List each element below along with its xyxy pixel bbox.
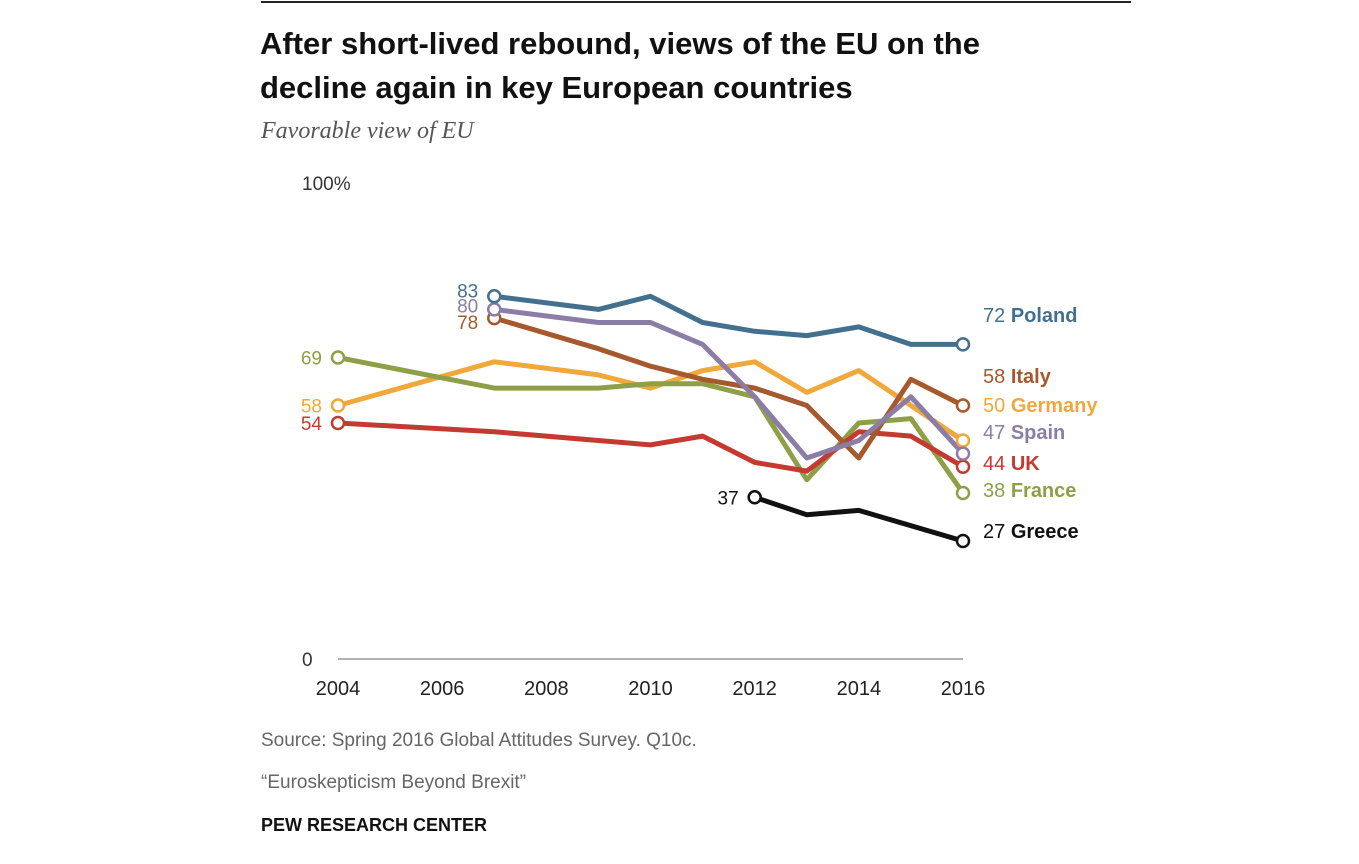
legend-label-france: France [1011, 480, 1077, 502]
end-label-germany: 50 Germany [983, 395, 1098, 417]
end-label-uk: 44 UK [983, 453, 1040, 475]
y-tick-label-0: 0 [302, 650, 313, 671]
x-tick-label: 2010 [628, 678, 673, 700]
series-line-italy [491, 315, 966, 461]
point-marker-greece-start [747, 490, 762, 505]
point-marker-italy-end [955, 398, 971, 413]
point-marker-spain-end [955, 446, 971, 461]
x-tick-label: 2008 [524, 678, 569, 700]
point-marker-germany-start [330, 398, 346, 413]
end-label-greece: 27 Greece [983, 521, 1079, 543]
report-title: “Euroskepticism Beyond Brexit” [261, 772, 527, 793]
legend-label-uk: UK [1011, 453, 1040, 475]
chart-subtitle: Favorable view of EU [261, 118, 474, 144]
series-line-greece [752, 494, 966, 544]
start-value-label-italy: 78 [457, 313, 478, 334]
end-label-france: 38 France [983, 480, 1076, 502]
x-tick-label: 2016 [941, 678, 986, 700]
x-tick-label: 2006 [420, 678, 465, 700]
start-value-label-poland: 83 [457, 281, 478, 302]
x-tick-label: 2004 [316, 678, 361, 700]
end-value-greece: 27 [983, 521, 1011, 543]
end-value-uk: 44 [983, 453, 1011, 475]
start-value-label-uk: 54 [301, 414, 323, 435]
start-value-label-spain: 80 [457, 296, 478, 317]
start-value-label-greece: 37 [718, 488, 739, 509]
point-marker-spain-start [487, 302, 502, 317]
y-tick-label-100: 100% [302, 174, 351, 195]
legend-label-germany: Germany [1011, 395, 1099, 417]
point-marker-germany-end [955, 433, 971, 448]
start-value-label-germany: 58 [301, 397, 322, 418]
legend-label-greece: Greece [1011, 521, 1079, 543]
end-value-italy: 58 [983, 366, 1011, 388]
point-marker-france-end [955, 485, 971, 501]
brand-logo-text: PEW RESEARCH CENTER [261, 815, 488, 835]
series-line-uk [335, 420, 966, 474]
series-line-poland [491, 293, 966, 347]
end-label-spain: 47 Spain [983, 422, 1065, 444]
point-marker-uk-start [330, 415, 346, 431]
end-value-germany: 50 [983, 395, 1011, 417]
legend-label-italy: Italy [1011, 366, 1052, 388]
end-label-poland: 72 Poland [983, 305, 1077, 327]
point-marker-poland-start [487, 289, 502, 304]
series-line-spain [491, 306, 966, 461]
top-rule [261, 1, 1131, 3]
legend-label-spain: Spain [1011, 422, 1065, 444]
point-marker-poland-end [955, 337, 971, 352]
point-marker-greece-end [955, 533, 971, 549]
point-marker-uk-end [955, 459, 971, 474]
start-value-label-france: 69 [301, 348, 322, 369]
series-line-germany [335, 359, 966, 443]
x-tick-label: 2012 [732, 678, 777, 700]
end-value-poland: 72 [983, 305, 1011, 327]
end-value-spain: 47 [983, 422, 1011, 444]
chart-title: After short-lived rebound, views of the … [260, 26, 980, 105]
point-marker-france-start [330, 350, 346, 365]
end-value-france: 38 [983, 480, 1011, 502]
end-label-italy: 58 Italy [983, 366, 1052, 388]
source-note: Source: Spring 2016 Global Attitudes Sur… [261, 730, 697, 751]
legend-label-poland: Poland [1011, 305, 1078, 327]
x-tick-label: 2014 [837, 678, 882, 700]
